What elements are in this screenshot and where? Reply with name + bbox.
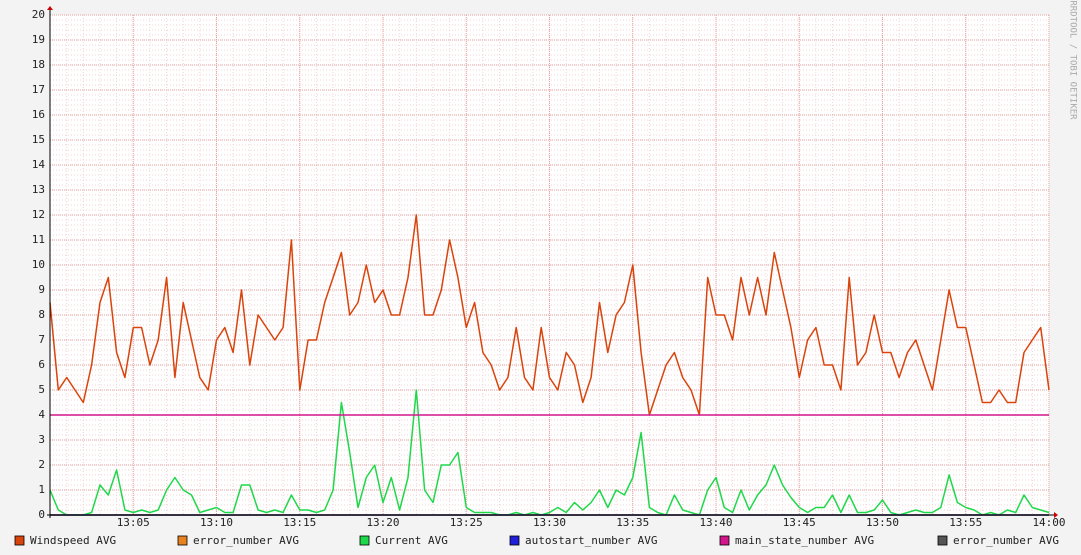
y-tick-label: 10: [32, 258, 45, 271]
legend-label: error_number AVG: [953, 534, 1059, 547]
watermark: RRDTOOL / TOBI OETIKER: [1068, 0, 1078, 120]
x-tick-label: 13:55: [949, 516, 982, 529]
y-tick-label: 15: [32, 133, 45, 146]
series-line: [49, 389, 1050, 516]
y-tick-label: 3: [38, 433, 45, 446]
series-line: [49, 214, 1050, 416]
axis-arrow: [1054, 512, 1058, 518]
legend-label: Current AVG: [375, 534, 448, 547]
x-tick-label: 13:20: [366, 516, 399, 529]
y-tick-label: 12: [32, 208, 45, 221]
y-tick-label: 4: [38, 408, 45, 421]
y-tick-label: 11: [32, 233, 45, 246]
y-tick-label: 13: [32, 183, 45, 196]
y-tick-label: 2: [38, 458, 45, 471]
y-tick-label: 7: [38, 333, 45, 346]
x-tick-label: 13:25: [450, 516, 483, 529]
y-tick-label: 1: [38, 483, 45, 496]
x-tick-label: 13:10: [200, 516, 233, 529]
legend-label: Windspeed AVG: [30, 534, 116, 547]
legend-swatch: [177, 535, 188, 546]
x-tick-label: 14:00: [1032, 516, 1065, 529]
y-tick-label: 0: [38, 508, 45, 521]
legend-swatch: [359, 535, 370, 546]
legend-swatch: [937, 535, 948, 546]
x-tick-label: 13:15: [283, 516, 316, 529]
axis-arrow: [47, 6, 53, 10]
x-tick-label: 13:50: [866, 516, 899, 529]
y-tick-label: 9: [38, 283, 45, 296]
legend-label: error_number AVG: [193, 534, 299, 547]
x-tick-label: 13:35: [616, 516, 649, 529]
legend-swatch: [509, 535, 520, 546]
y-tick-label: 16: [32, 108, 45, 121]
legend-swatch: [14, 535, 25, 546]
y-tick-label: 19: [32, 33, 45, 46]
x-tick-label: 13:40: [699, 516, 732, 529]
y-tick-label: 6: [38, 358, 45, 371]
legend-label: main_state_number AVG: [735, 534, 874, 547]
y-tick-label: 8: [38, 308, 45, 321]
x-tick-label: 13:30: [533, 516, 566, 529]
legend-swatch: [719, 535, 730, 546]
y-tick-label: 17: [32, 83, 45, 96]
legend-label: autostart_number AVG: [525, 534, 657, 547]
y-tick-label: 14: [32, 158, 46, 171]
y-tick-label: 20: [32, 8, 45, 21]
y-tick-label: 18: [32, 58, 45, 71]
x-tick-label: 13:05: [117, 516, 150, 529]
y-tick-label: 5: [38, 383, 45, 396]
x-tick-label: 13:45: [783, 516, 816, 529]
